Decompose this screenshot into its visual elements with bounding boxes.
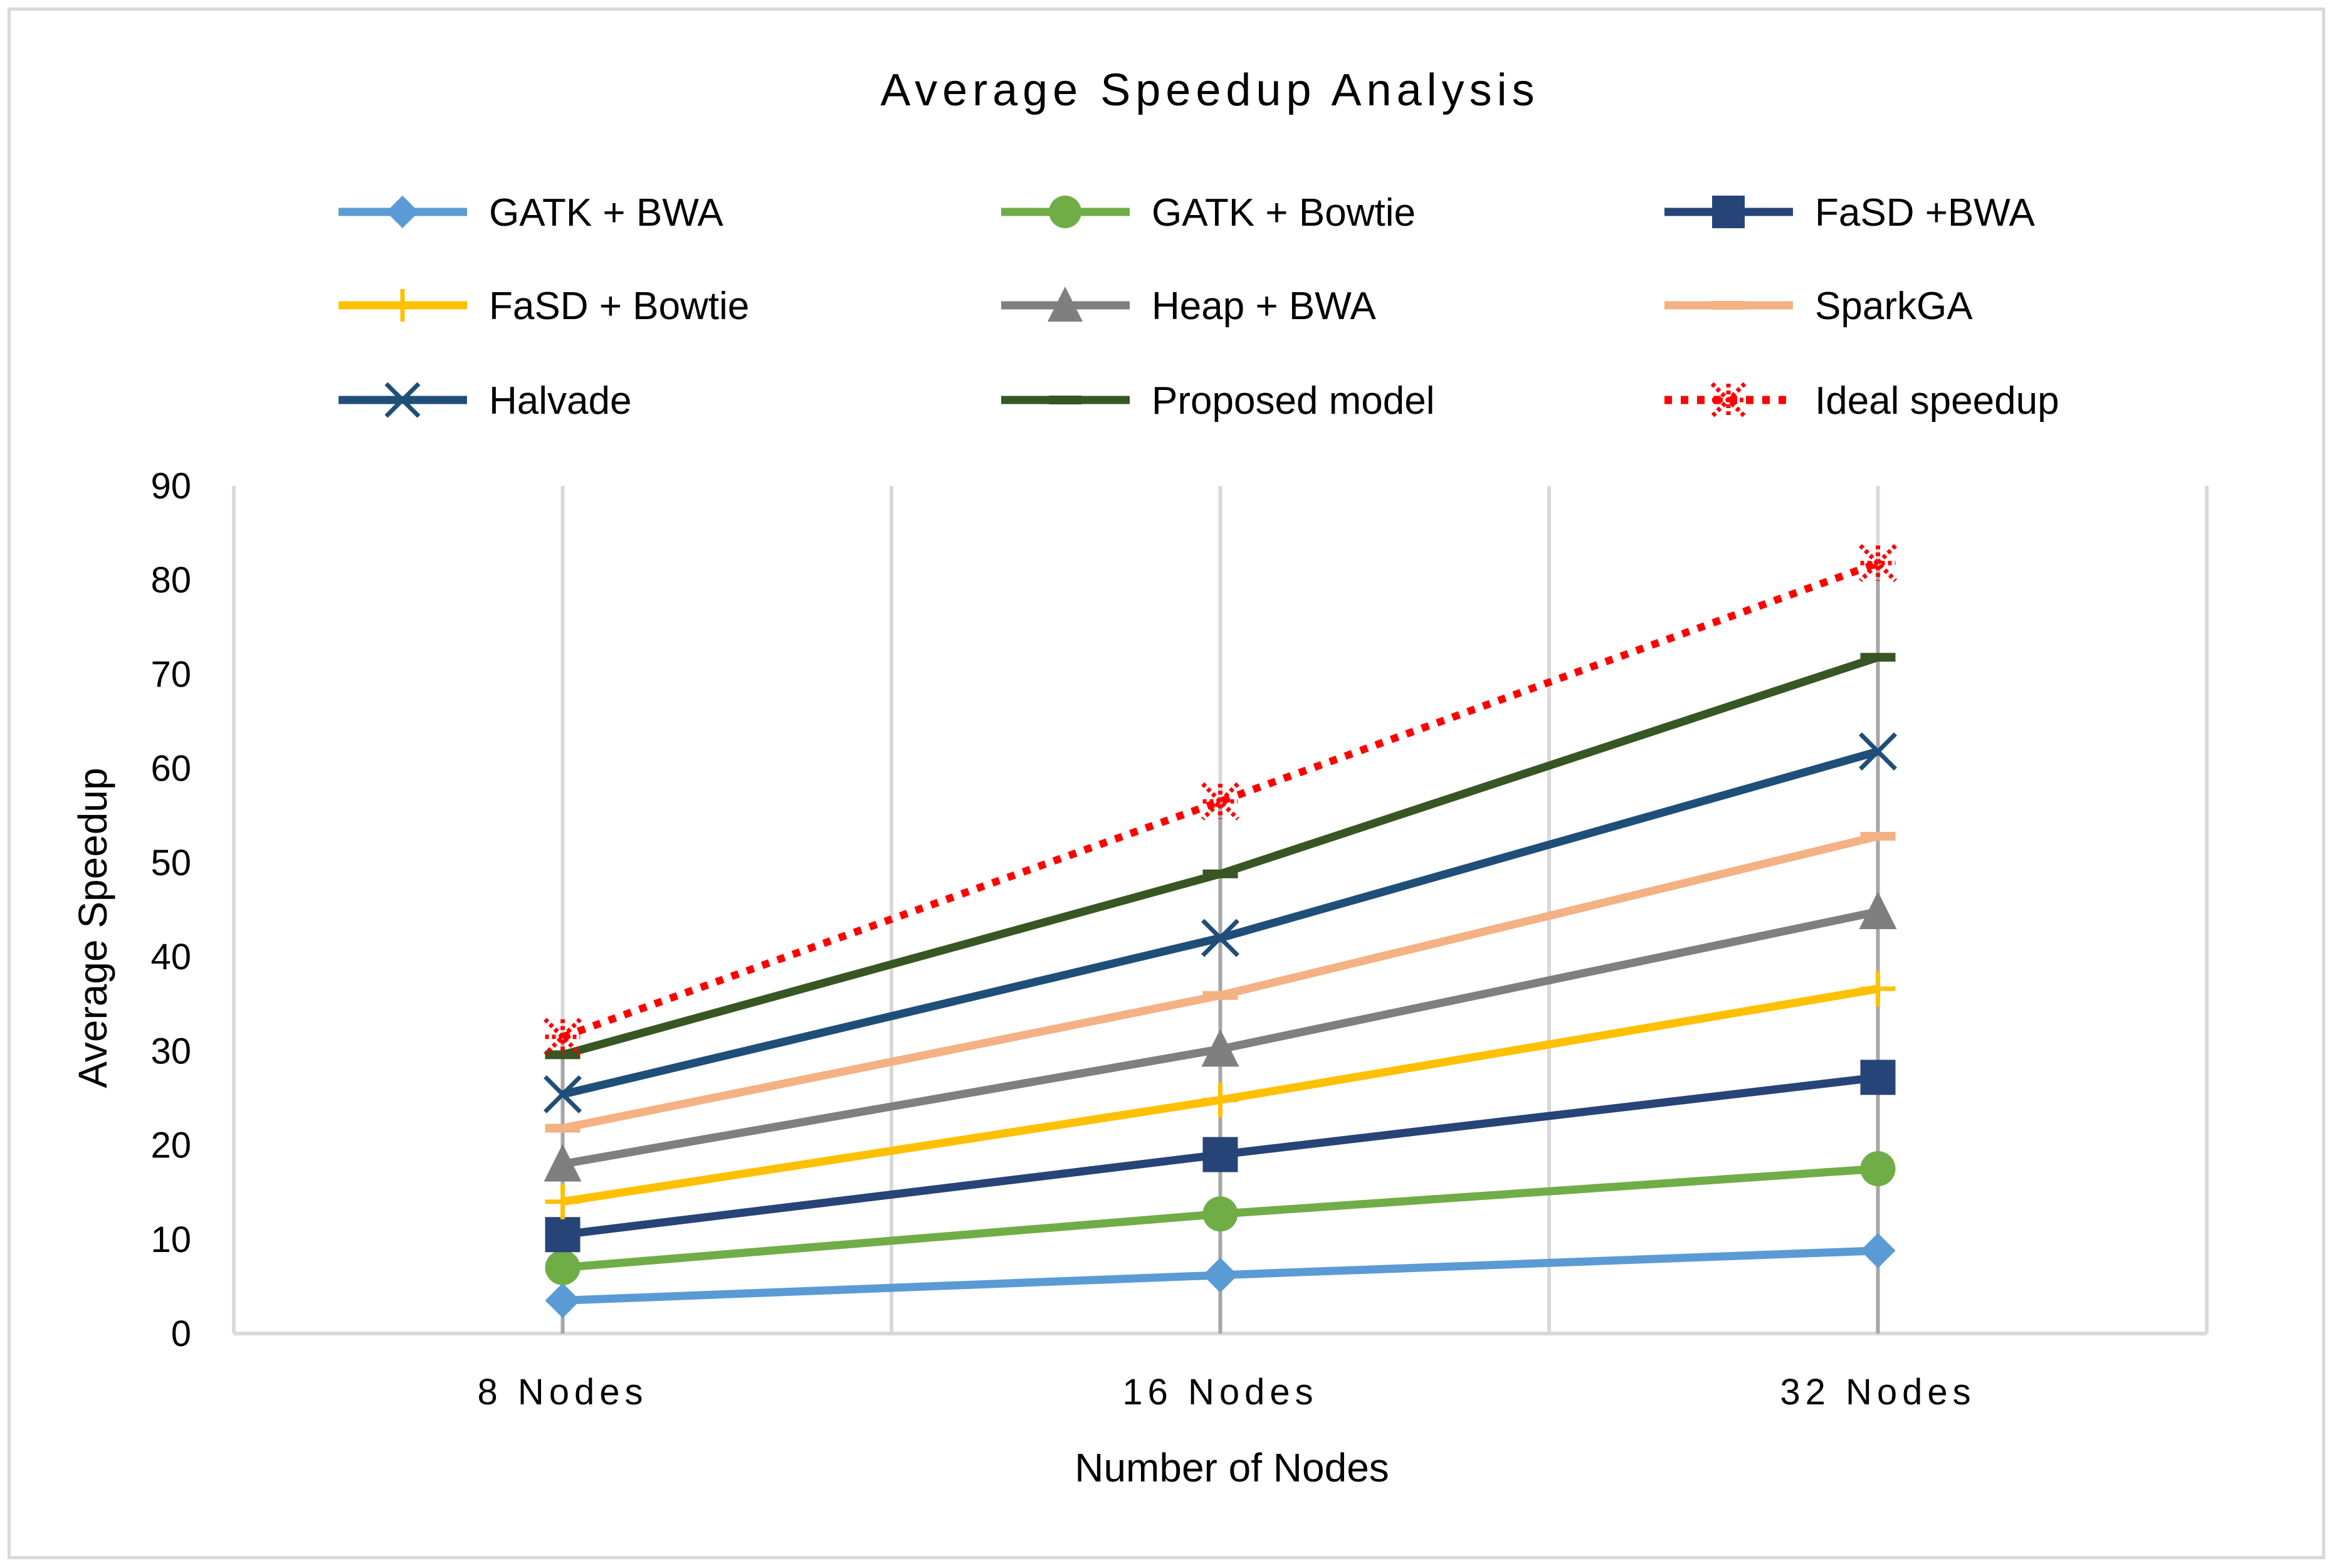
legend-label: Proposed model [1152,379,1435,423]
series-heap-bwa [544,892,1897,1182]
series-lines [544,544,1897,1318]
legend-label: GATK + Bowtie [1152,191,1416,234]
data-point [1860,971,1896,1007]
legend-entry: FaSD + Bowtie [339,285,749,328]
y-tick-label: 70 [150,654,191,695]
legend-marker [1049,196,1081,228]
legend-entry: SparkGA [1664,285,1973,328]
series-fasd-bowtie [545,971,1896,1219]
data-point [1201,782,1239,821]
series-proposed-model [545,653,1896,1060]
chart-frame [8,8,2325,1559]
y-tick-label: 90 [150,466,191,507]
legend-label: Halvade [489,379,631,423]
legend-label: Ideal speedup [1815,379,2059,423]
series-sparkga [545,831,1896,1133]
data-point [545,1283,581,1318]
data-point [1859,544,1897,582]
y-tick-label: 80 [150,560,191,601]
data-point [545,1250,581,1285]
x-tick-label: 32 Nodes [1780,1372,1975,1413]
y-tick-label: 10 [150,1219,191,1260]
legend-entry: GATK + Bowtie [1001,191,1416,234]
series-gatk-bowtie [545,1151,1896,1285]
data-point [544,1018,582,1056]
data-point [1860,1060,1896,1095]
chart-title: Average Speedup Analysis [880,65,1539,115]
series-line [561,559,1879,1041]
data-point [1860,1151,1896,1187]
y-tick-label: 20 [150,1125,191,1166]
legend-marker [384,382,421,418]
data-point [1202,1196,1238,1232]
series-ideal-speedup [544,544,1897,1056]
legend-label: Heap + BWA [1152,285,1376,328]
legend-entry: Ideal speedup [1664,379,2059,423]
y-tick-label: 30 [150,1031,191,1071]
legend-entry: Proposed model [1001,379,1435,423]
x-tick-label: 16 Nodes [1122,1372,1318,1413]
data-point [1860,1233,1896,1268]
legend: GATK + BWA GATK + Bowtie FaSD +BWA FaSD + B… [339,191,2059,423]
y-axis-ticks: 0 10 20 30 40 50 60 70 80 90 [150,466,191,1354]
legend-marker [1712,196,1745,228]
data-point [545,1184,581,1219]
legend-label: FaSD +BWA [1815,191,2035,234]
data-point [545,1217,581,1253]
y-tick-label: 60 [150,749,191,789]
data-point [544,1075,582,1113]
legend-marker [1048,287,1083,322]
x-tick-label: 8 Nodes [477,1372,648,1413]
legend-entry: FaSD +BWA [1664,191,2035,234]
y-tick-label: 0 [171,1313,191,1354]
legend-label: SparkGA [1815,285,1973,328]
legend-entry: Halvade [339,379,631,423]
legend-label: GATK + BWA [489,191,723,234]
data-point [1201,1029,1239,1067]
series-halvade [544,732,1897,1113]
data-point [1859,732,1897,771]
y-tick-label: 50 [150,843,191,883]
data-point [1859,892,1897,930]
legend-marker [386,289,419,322]
data-point [1202,1257,1238,1293]
legend-label: FaSD + Bowtie [489,285,749,328]
series-gatk-bwa [545,1233,1896,1318]
x-axis-label: Number of Nodes [1075,1445,1389,1490]
data-point [1202,1082,1238,1118]
data-point [544,1144,582,1182]
data-point [1202,1137,1238,1172]
data-point [1201,918,1239,957]
x-axis-ticks: 8 Nodes 16 Nodes 32 Nodes [477,1372,1975,1413]
legend-marker [1710,382,1747,418]
y-axis-label: Average Speedup [70,767,115,1088]
legend-entry: GATK + BWA [339,191,723,234]
legend-marker [386,196,419,228]
series-fasd-bwa [545,1060,1896,1253]
legend-entry: Heap + BWA [1001,285,1376,328]
y-tick-label: 40 [150,937,191,977]
